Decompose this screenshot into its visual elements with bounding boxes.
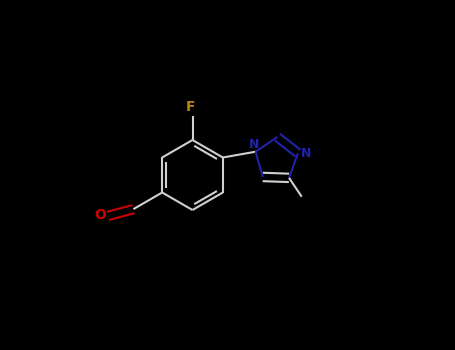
Text: N: N <box>300 147 311 160</box>
Text: O: O <box>94 208 106 222</box>
Text: F: F <box>186 100 196 114</box>
Text: N: N <box>248 138 259 150</box>
